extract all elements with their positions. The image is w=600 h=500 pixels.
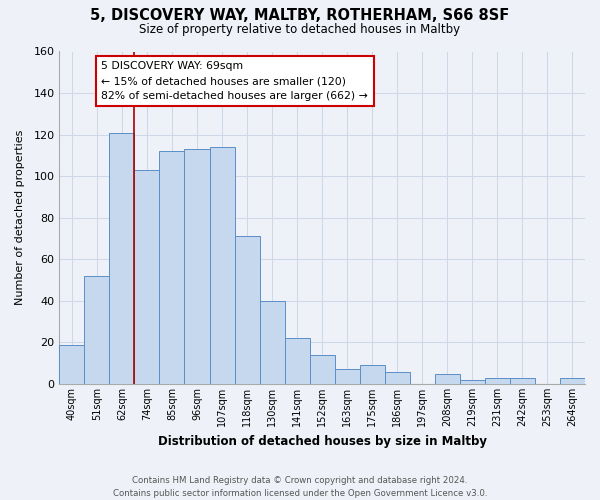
Bar bbox=[485, 378, 510, 384]
Bar bbox=[435, 374, 460, 384]
Bar bbox=[284, 338, 310, 384]
Bar bbox=[59, 344, 85, 384]
Bar bbox=[235, 236, 260, 384]
Bar bbox=[209, 147, 235, 384]
Bar bbox=[335, 370, 360, 384]
Bar bbox=[510, 378, 535, 384]
Bar bbox=[360, 366, 385, 384]
X-axis label: Distribution of detached houses by size in Maltby: Distribution of detached houses by size … bbox=[158, 434, 487, 448]
Text: Contains HM Land Registry data © Crown copyright and database right 2024.
Contai: Contains HM Land Registry data © Crown c… bbox=[113, 476, 487, 498]
Bar bbox=[109, 132, 134, 384]
Text: 5 DISCOVERY WAY: 69sqm
← 15% of detached houses are smaller (120)
82% of semi-de: 5 DISCOVERY WAY: 69sqm ← 15% of detached… bbox=[101, 62, 368, 101]
Bar bbox=[385, 372, 410, 384]
Bar bbox=[310, 355, 335, 384]
Bar bbox=[560, 378, 585, 384]
Bar bbox=[85, 276, 109, 384]
Bar bbox=[460, 380, 485, 384]
Bar bbox=[260, 301, 284, 384]
Bar bbox=[184, 149, 209, 384]
Bar bbox=[160, 152, 184, 384]
Bar bbox=[134, 170, 160, 384]
Y-axis label: Number of detached properties: Number of detached properties bbox=[15, 130, 25, 306]
Text: 5, DISCOVERY WAY, MALTBY, ROTHERHAM, S66 8SF: 5, DISCOVERY WAY, MALTBY, ROTHERHAM, S66… bbox=[91, 8, 509, 22]
Text: Size of property relative to detached houses in Maltby: Size of property relative to detached ho… bbox=[139, 22, 461, 36]
